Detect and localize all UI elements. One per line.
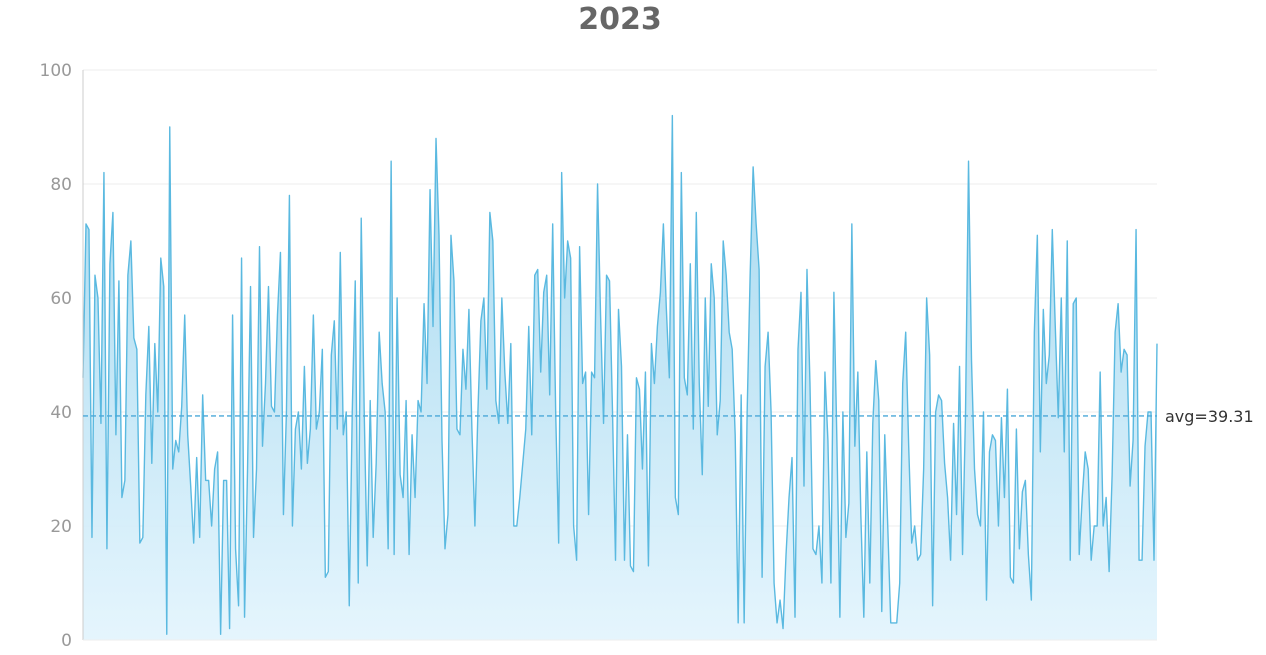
series-area — [83, 115, 1157, 641]
y-tick-label-20: 20 — [50, 517, 72, 537]
y-tick-label-40: 40 — [50, 403, 72, 423]
series-line — [82, 114, 1158, 635]
y-axis-ticks: 0 20 40 60 80 100 — [40, 61, 72, 651]
y-tick-label-100: 100 — [40, 61, 72, 81]
y-tick-label-0: 0 — [61, 631, 72, 651]
chart-title: 2023 — [578, 2, 662, 37]
y-tick-label-60: 60 — [50, 289, 72, 309]
y-tick-label-80: 80 — [50, 175, 72, 195]
average-label: avg=39.31 — [1165, 407, 1254, 426]
